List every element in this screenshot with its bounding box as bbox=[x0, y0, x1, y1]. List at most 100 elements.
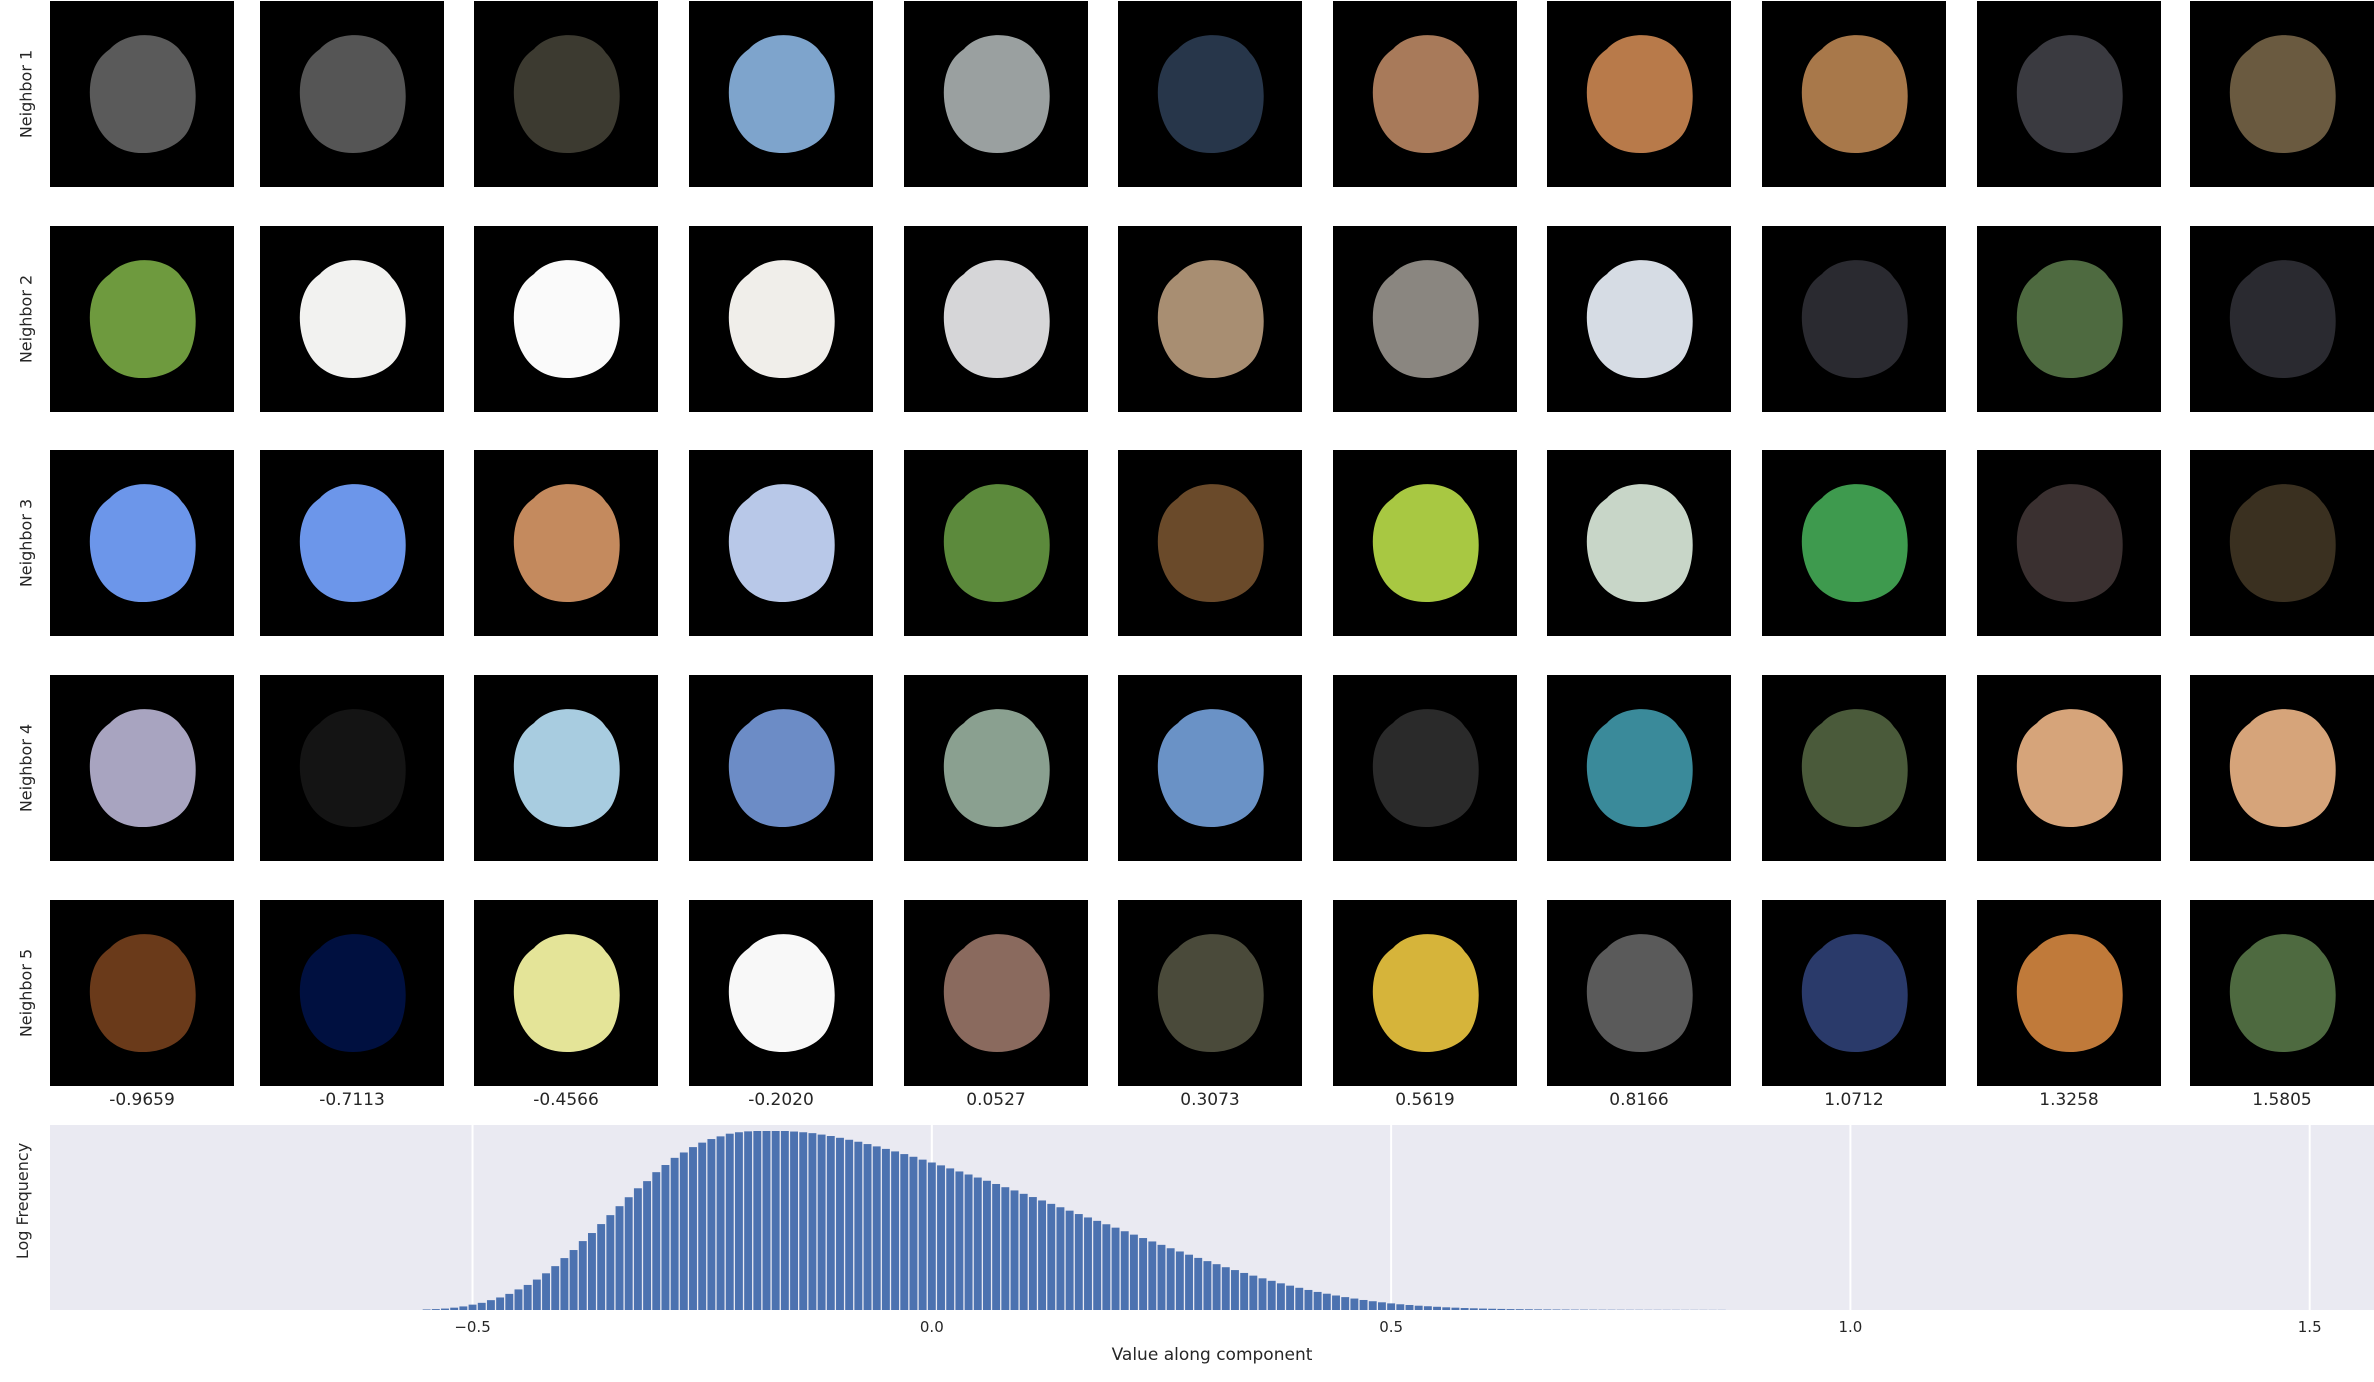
patch-image bbox=[260, 675, 444, 861]
histogram-bar bbox=[1148, 1241, 1157, 1310]
histogram-bar bbox=[1524, 1309, 1533, 1310]
patch-segment bbox=[2229, 934, 2336, 1053]
histogram-bar bbox=[505, 1293, 514, 1310]
column-value-label: -0.4566 bbox=[533, 1090, 599, 1110]
patch-segment bbox=[89, 709, 196, 828]
histogram-bar bbox=[707, 1139, 716, 1310]
patch-segment bbox=[1157, 484, 1264, 603]
patch-image bbox=[1977, 675, 2161, 861]
histogram-bar bbox=[790, 1131, 798, 1310]
patch-image bbox=[2190, 900, 2374, 1086]
patch-segment bbox=[299, 260, 406, 379]
histogram-bar bbox=[1240, 1272, 1249, 1310]
histogram-bar bbox=[1074, 1214, 1083, 1310]
patch-image bbox=[689, 450, 873, 636]
patch-image bbox=[1977, 900, 2161, 1086]
column-value-label: -0.9659 bbox=[109, 1090, 175, 1110]
patch-image bbox=[1547, 900, 1731, 1086]
histogram-bar bbox=[817, 1134, 826, 1310]
histogram-background bbox=[50, 1125, 2374, 1310]
histogram-bar bbox=[1396, 1304, 1405, 1310]
patch-segment bbox=[1372, 484, 1479, 603]
patch-segment bbox=[89, 484, 196, 603]
patch-segment bbox=[1157, 260, 1264, 379]
patch-image bbox=[1118, 226, 1302, 412]
histogram-bar bbox=[633, 1188, 642, 1310]
histogram-bar bbox=[1515, 1309, 1524, 1310]
patch-image bbox=[904, 1, 1088, 187]
patch-image bbox=[1547, 675, 1731, 861]
neighbor-grid: Neighbor 1 Neighbor 2 Neighbor 3 Neighbor 4… bbox=[16, 1, 2374, 1110]
histogram-bar bbox=[771, 1131, 780, 1310]
patch-image bbox=[260, 900, 444, 1086]
patch-image bbox=[50, 900, 234, 1086]
histogram-bar bbox=[881, 1148, 890, 1310]
histogram-bar bbox=[1414, 1305, 1423, 1310]
patch-image bbox=[1762, 450, 1946, 636]
patch-segment bbox=[1801, 709, 1908, 828]
x-tick-label: 1.0 bbox=[1838, 1318, 1862, 1336]
histogram-bar bbox=[496, 1297, 505, 1310]
histogram-bar bbox=[588, 1233, 596, 1310]
patch-image bbox=[474, 226, 658, 412]
patch-image bbox=[260, 226, 444, 412]
patch-segment bbox=[1157, 35, 1264, 154]
patch-image bbox=[689, 675, 873, 861]
patch-segment bbox=[943, 35, 1050, 154]
patch-segment bbox=[513, 35, 620, 154]
patch-segment bbox=[1372, 709, 1479, 828]
patch-segment bbox=[1372, 35, 1479, 154]
histogram-bar bbox=[1534, 1309, 1543, 1310]
patch-segment bbox=[2229, 484, 2336, 603]
histogram-bar bbox=[597, 1224, 606, 1310]
histogram-bar bbox=[955, 1171, 964, 1310]
histogram-bar bbox=[1313, 1291, 1322, 1310]
histogram-bar bbox=[863, 1144, 872, 1310]
histogram-bar bbox=[1341, 1297, 1350, 1310]
histogram-bar bbox=[569, 1250, 578, 1310]
column-value-label: -0.2020 bbox=[748, 1090, 814, 1110]
histogram-bar bbox=[551, 1266, 560, 1310]
histogram-ylabel: Log Frequency bbox=[13, 1143, 32, 1259]
histogram-bar bbox=[891, 1151, 900, 1310]
column-value-label: 1.5805 bbox=[2252, 1090, 2312, 1110]
patch-segment bbox=[1801, 484, 1908, 603]
patch-segment bbox=[2016, 934, 2123, 1053]
patch-image bbox=[50, 675, 234, 861]
histogram-bar bbox=[689, 1147, 697, 1310]
row-label-neighbor-4: Neighbor 4 bbox=[16, 723, 36, 813]
histogram-bar bbox=[1377, 1302, 1386, 1310]
patch-image bbox=[2190, 450, 2374, 636]
histogram-bar bbox=[799, 1132, 808, 1310]
patch-segment bbox=[1157, 709, 1264, 828]
histogram-bar bbox=[1506, 1309, 1515, 1310]
histogram-bar bbox=[1451, 1307, 1460, 1310]
patch-segment bbox=[728, 934, 835, 1053]
histogram-bar bbox=[615, 1206, 624, 1310]
patch-image bbox=[1547, 1, 1731, 187]
histogram-plot-area: −0.5 0.0 0.5 1.0 1.5 bbox=[50, 1125, 2374, 1336]
patch-segment bbox=[89, 260, 196, 379]
histogram-bar bbox=[725, 1133, 734, 1310]
histogram-bar bbox=[1129, 1234, 1138, 1310]
histogram-bar bbox=[1093, 1220, 1102, 1310]
histogram-bar bbox=[964, 1174, 973, 1310]
histogram-bar bbox=[909, 1156, 918, 1310]
patch-image bbox=[1118, 1, 1302, 187]
histogram-bar bbox=[698, 1142, 707, 1310]
patch-image bbox=[1333, 450, 1517, 636]
patch-image bbox=[904, 450, 1088, 636]
histogram-bar bbox=[854, 1141, 863, 1310]
histogram-bar bbox=[624, 1197, 633, 1310]
histogram-bar bbox=[1102, 1224, 1111, 1310]
histogram-bar bbox=[780, 1131, 789, 1310]
histogram-bar bbox=[1405, 1304, 1414, 1310]
histogram-bar bbox=[918, 1159, 927, 1310]
patch-segment bbox=[1801, 260, 1908, 379]
patch-image bbox=[260, 1, 444, 187]
column-value-label: 0.5619 bbox=[1395, 1090, 1455, 1110]
histogram-bar bbox=[1028, 1197, 1037, 1310]
patch-image bbox=[1762, 900, 1946, 1086]
histogram-bar bbox=[1332, 1295, 1340, 1310]
patch-segment bbox=[89, 934, 196, 1053]
